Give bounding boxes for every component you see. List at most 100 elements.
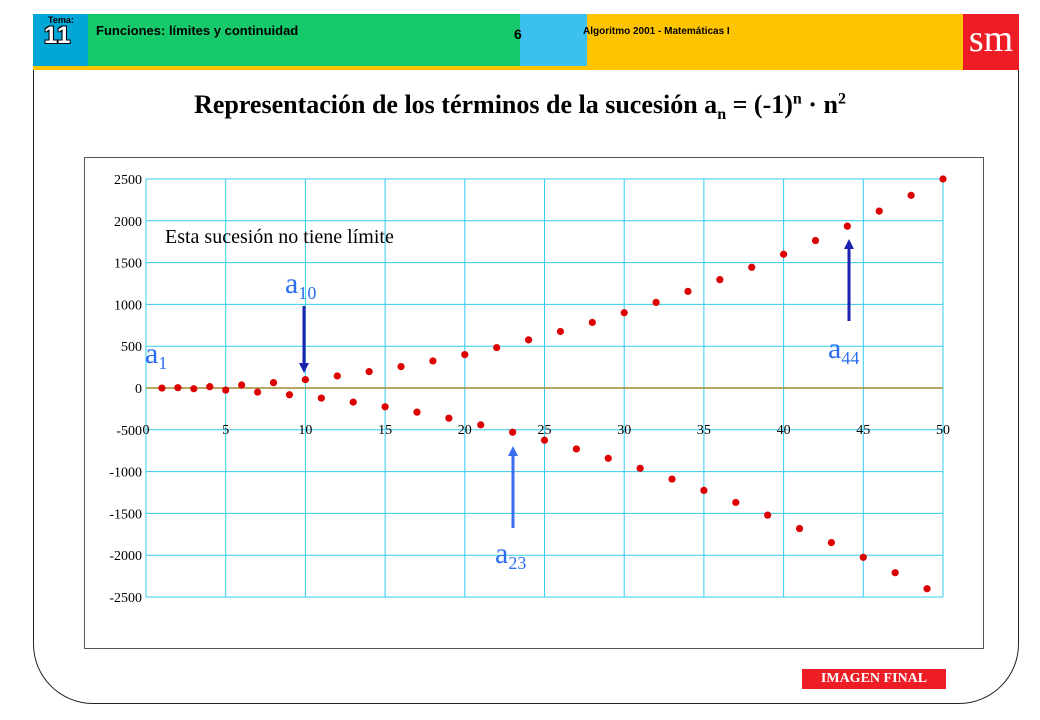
x-tick-label: 45 — [856, 423, 870, 438]
data-point — [174, 384, 182, 392]
data-point — [652, 298, 660, 306]
data-point — [445, 414, 453, 422]
data-point — [843, 222, 851, 230]
data-point — [604, 454, 612, 462]
title-middle: = (-1) — [726, 90, 793, 119]
term-arrows — [299, 239, 854, 528]
y-tick-label: 2500 — [114, 173, 142, 188]
data-point — [365, 368, 373, 376]
title-prefix: Representación de los términos de la suc… — [194, 90, 718, 119]
y-tick-label: -1500 — [109, 507, 142, 522]
tema-number: 11 — [44, 22, 72, 49]
data-point — [588, 318, 596, 327]
x-tick-label: 25 — [538, 423, 552, 438]
data-point — [700, 486, 708, 495]
x-tick-label: 35 — [697, 423, 711, 438]
term-label: a10 — [285, 267, 316, 303]
chart-annotation: Esta sucesión no tiene límite — [165, 226, 394, 248]
data-point — [429, 357, 437, 365]
y-tick-label: 0 — [135, 382, 142, 397]
data-point — [206, 383, 214, 391]
data-point — [190, 385, 198, 393]
data-point — [397, 362, 405, 371]
page-segment — [520, 14, 587, 66]
y-tick-label: -500 — [116, 424, 142, 439]
data-point — [349, 398, 357, 406]
data-point — [524, 336, 533, 344]
data-point — [939, 175, 947, 183]
data-point — [269, 379, 278, 387]
data-point — [509, 428, 517, 436]
y-tick-label: 2000 — [114, 215, 142, 230]
term-label-subscript: 1 — [158, 353, 167, 373]
scatter-chart: 25002000150010005000-500-1000-1500-2000-… — [109, 173, 951, 606]
y-tick-label: 1500 — [114, 257, 142, 272]
y-tick-label: 500 — [121, 340, 142, 355]
data-point — [748, 263, 756, 271]
data-point — [780, 250, 788, 258]
data-point — [381, 403, 389, 411]
data-point — [716, 276, 724, 284]
term-label-base: a — [145, 337, 158, 370]
data-point — [764, 511, 772, 519]
chart-area: 2500 2000 1500 1000 500 0 -500 -1000 -1500 -2000-… — [84, 157, 984, 649]
series-segment — [587, 14, 963, 66]
x-axis-ticks: 0 5 10 15 20 25 30 35 40 45 50 — [143, 423, 951, 438]
data-point — [891, 569, 899, 577]
data-point — [907, 191, 915, 199]
data-point — [668, 475, 676, 483]
term-label-base: a — [828, 332, 841, 365]
data-point — [636, 464, 644, 472]
series-name: Algoritmo 2001 - Matemáticas I — [583, 26, 730, 37]
x-tick-label: 5 — [222, 423, 229, 438]
topic-segment — [88, 14, 520, 66]
page-title: Representación de los términos de la suc… — [0, 90, 1040, 124]
x-tick-label: 20 — [458, 423, 472, 438]
x-tick-label: 10 — [298, 423, 312, 438]
data-point — [285, 391, 294, 399]
term-label-subscript: 44 — [841, 348, 859, 368]
data-point — [732, 498, 740, 507]
data-point — [811, 236, 820, 245]
term-label: a1 — [145, 337, 167, 373]
topic-title: Funciones: límites y continuidad — [96, 23, 299, 38]
x-tick-label: 50 — [936, 423, 950, 438]
data-point — [493, 343, 501, 352]
term-label-base: a — [495, 537, 508, 570]
data-point — [413, 408, 421, 416]
data-point — [317, 394, 325, 402]
data-points — [158, 175, 947, 593]
data-point — [477, 421, 485, 429]
final-image-badge: IMAGEN FINAL — [802, 669, 946, 689]
header-underline — [33, 66, 963, 70]
term-label: a23 — [495, 537, 526, 573]
sm-logo: sm — [963, 14, 1019, 70]
data-point — [461, 350, 469, 359]
term-label-subscript: 10 — [298, 283, 316, 303]
y-tick-label: -2500 — [109, 591, 142, 606]
x-tick-label: 0 — [143, 423, 150, 438]
data-point — [253, 388, 262, 396]
x-tick-label: 30 — [617, 423, 631, 438]
title-subscript: n — [717, 106, 727, 124]
y-tick-label: -1000 — [109, 466, 142, 481]
data-point — [827, 538, 836, 547]
title-dot: · n — [801, 90, 838, 119]
data-point — [620, 309, 628, 317]
tema-segment — [33, 14, 88, 66]
x-tick-label: 40 — [777, 423, 791, 438]
data-point — [301, 376, 309, 384]
tema-label: Tema: — [48, 15, 74, 25]
data-point — [540, 436, 549, 444]
data-point — [795, 524, 804, 533]
x-tick-label: 15 — [378, 423, 392, 438]
title-exponent: 2 — [837, 90, 846, 108]
title-superscript: n — [792, 90, 802, 108]
page-number: 6 — [514, 26, 522, 42]
slide-frame — [33, 14, 1019, 704]
term-label-subscript: 23 — [508, 553, 526, 573]
y-tick-label: 1000 — [114, 298, 142, 313]
y-axis-ticks: 2500 2000 1500 1000 500 0 -500 -1000 -1500 -2000 -… — [109, 173, 142, 606]
data-point — [572, 445, 580, 453]
y-tick-label: -2000 — [109, 549, 142, 564]
